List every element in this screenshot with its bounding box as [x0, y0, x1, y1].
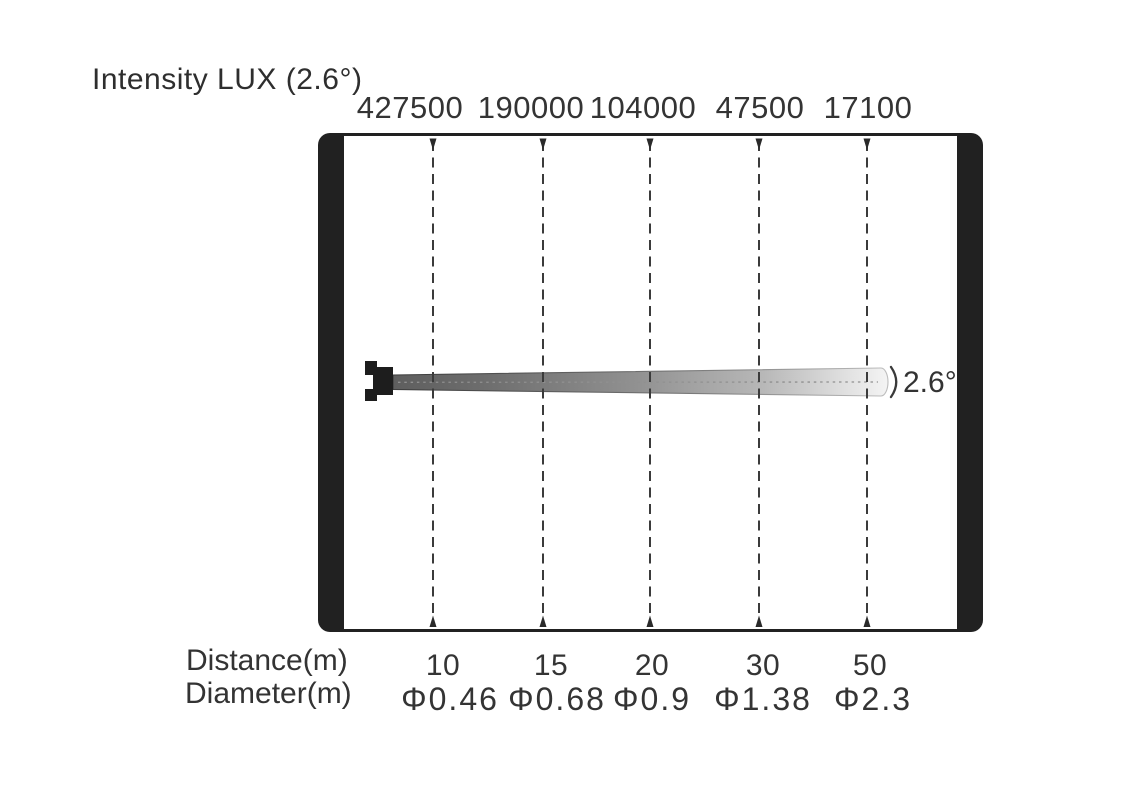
diameter-axis-label: Diameter(m)	[185, 677, 352, 710]
diameter-value: Φ0.9	[612, 681, 692, 717]
gridline-dashed	[646, 138, 654, 627]
chart-title: Intensity LUX (2.6°)	[92, 63, 363, 96]
diameter-value: Φ0.46	[401, 681, 499, 717]
distance-axis-label: Distance(m)	[186, 644, 348, 677]
arrowhead-up-icon	[429, 615, 437, 627]
distance-value: 10	[425, 649, 461, 682]
arrowhead-down-icon	[429, 138, 437, 150]
beam-angle-label: 2.6°	[903, 366, 957, 399]
intensity-value: 17100	[823, 90, 913, 125]
gridline-dashed	[429, 138, 437, 627]
distance-value: 20	[634, 649, 670, 682]
distance-value: 50	[852, 649, 888, 682]
frame-right-wall	[957, 133, 983, 632]
frame-bottom-rail	[338, 629, 962, 632]
diameter-value: Φ2.3	[833, 681, 913, 717]
arrowhead-down-icon	[863, 138, 871, 150]
gridline-dashed	[755, 138, 763, 627]
beam-angle-arc-icon	[889, 365, 898, 399]
intensity-value: 427500	[356, 90, 464, 125]
frame-left-wall	[318, 133, 344, 632]
arrowhead-up-icon	[755, 615, 763, 627]
intensity-value: 190000	[477, 90, 585, 125]
spotlight-fixture-icon	[365, 361, 393, 401]
intensity-value: 47500	[715, 90, 805, 125]
arrowhead-up-icon	[646, 615, 654, 627]
distance-value: 15	[533, 649, 569, 682]
arrowhead-up-icon	[539, 615, 547, 627]
diameter-value: Φ1.38	[714, 681, 812, 717]
diameter-value: Φ0.68	[508, 681, 606, 717]
arrowhead-up-icon	[863, 615, 871, 627]
arrowhead-down-icon	[539, 138, 547, 150]
distance-value: 30	[745, 649, 781, 682]
gridline-dashed	[863, 138, 871, 627]
arrowhead-down-icon	[755, 138, 763, 150]
frame-top-rail	[338, 133, 962, 136]
intensity-value: 104000	[589, 90, 697, 125]
distance-gridlines	[429, 138, 871, 627]
arrowhead-down-icon	[646, 138, 654, 150]
light-beam-cone	[392, 367, 889, 397]
gridline-dashed	[539, 138, 547, 627]
